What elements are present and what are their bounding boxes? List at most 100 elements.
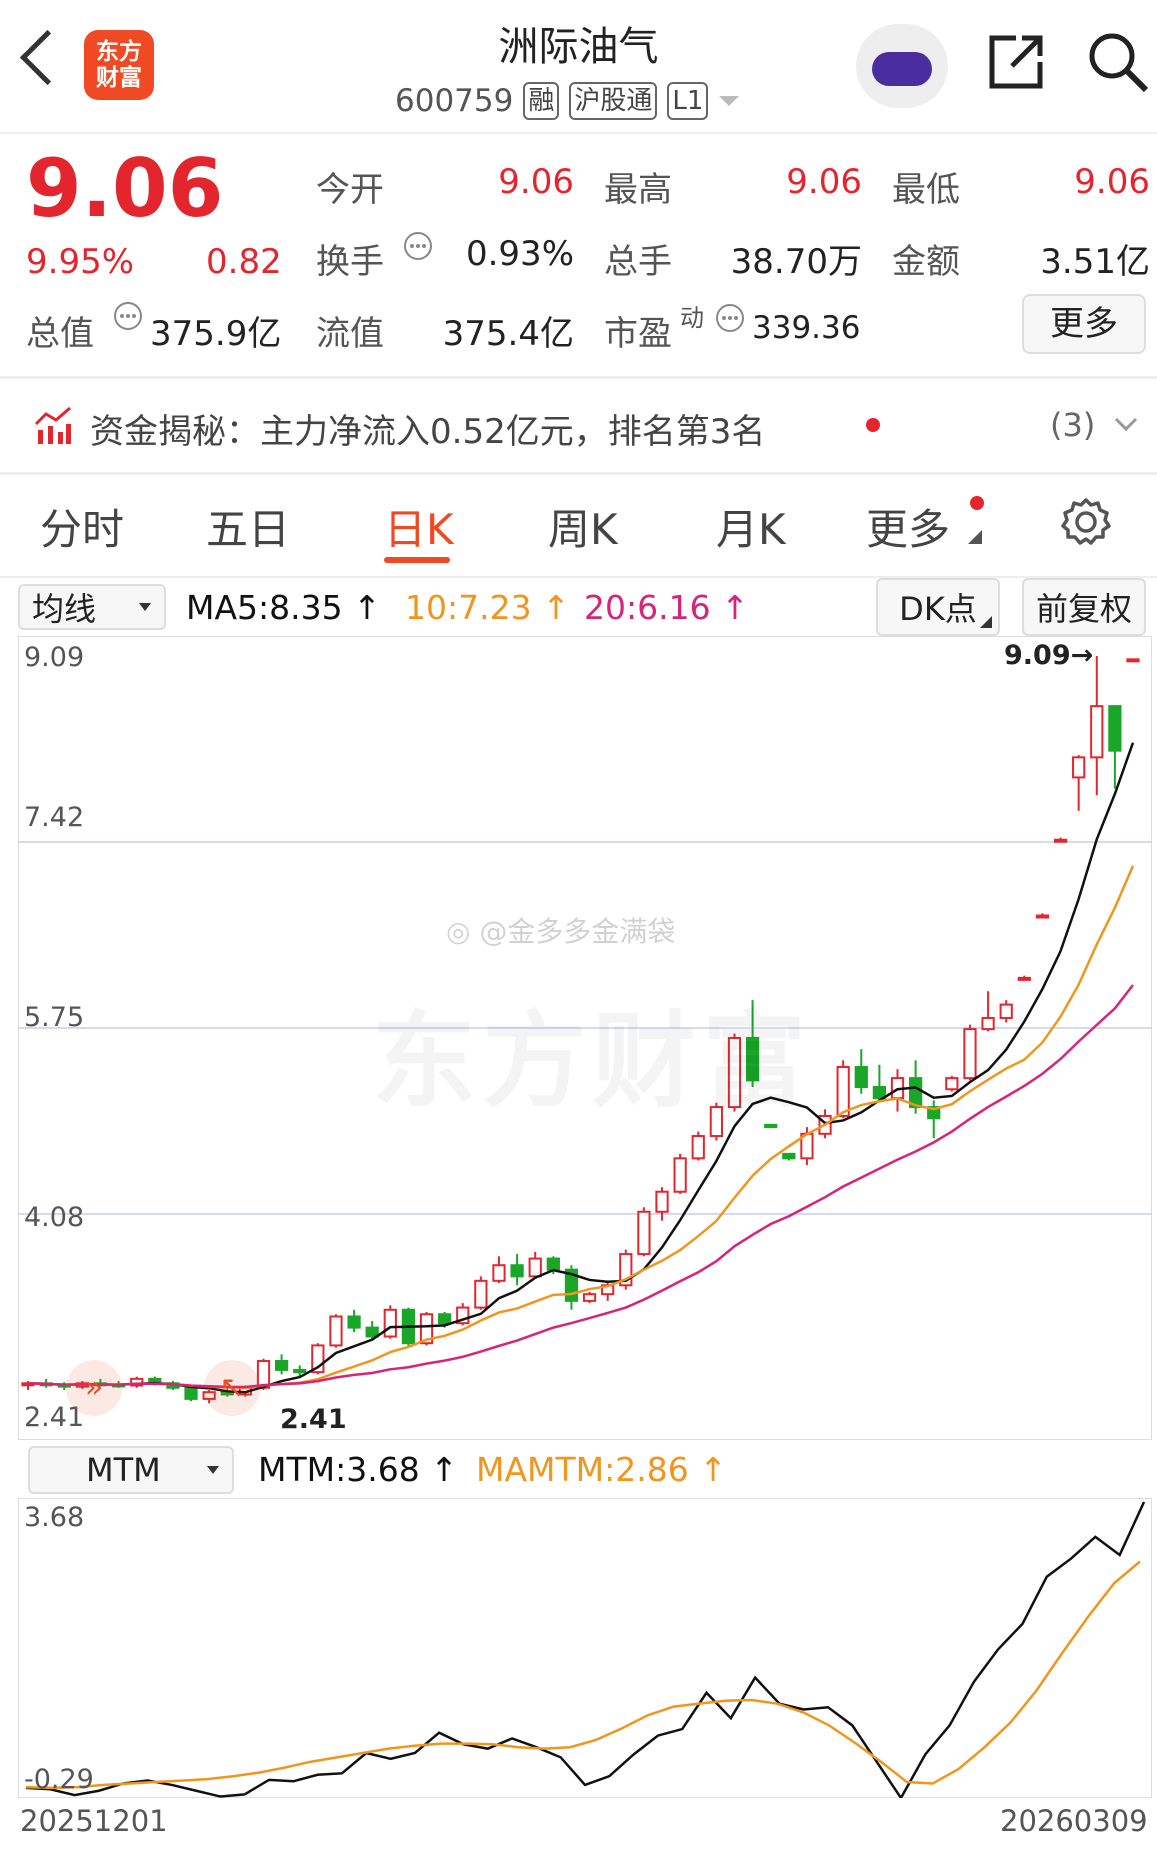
dropdown-arrow-icon[interactable] bbox=[718, 94, 740, 108]
mtm-y-bottom: -0.29 bbox=[24, 1764, 94, 1795]
tab-more-dot bbox=[970, 496, 984, 510]
tab-intraday[interactable]: 分时 bbox=[40, 505, 125, 554]
search-icon[interactable] bbox=[1086, 30, 1150, 94]
ma5-value: MA5:8.35 ↑ bbox=[186, 588, 381, 627]
candle bbox=[745, 1037, 760, 1082]
kline-chart bbox=[18, 656, 1152, 1404]
candle bbox=[383, 1308, 397, 1338]
stock-code: 600759 bbox=[395, 83, 514, 119]
logo-line-1: 东方 bbox=[96, 39, 142, 65]
low-value: 9.06 bbox=[1074, 162, 1150, 202]
dk-point-button[interactable]: DK点 bbox=[876, 578, 1000, 636]
low-label: 最低 bbox=[892, 170, 960, 210]
candle bbox=[274, 1360, 289, 1371]
indicator-arrow-icon bbox=[207, 1466, 219, 1474]
tab-daily-k[interactable]: 日K bbox=[384, 505, 454, 554]
mtm-chart bbox=[25, 1501, 1146, 1798]
mtm-chart-frame[interactable] bbox=[18, 1498, 1152, 1798]
candle bbox=[999, 1003, 1013, 1019]
signal-arrow-icon[interactable]: ↖ bbox=[204, 1360, 260, 1416]
turnover-info-icon[interactable] bbox=[402, 230, 434, 262]
candle bbox=[691, 1135, 705, 1160]
candle bbox=[293, 1368, 307, 1374]
amount-label: 金额 bbox=[892, 242, 960, 282]
adjust-button[interactable]: 前复权 bbox=[1022, 578, 1146, 636]
share-icon[interactable] bbox=[986, 32, 1046, 92]
tag-level: L1 bbox=[667, 82, 709, 120]
settings-gear-icon[interactable] bbox=[1060, 496, 1112, 548]
high-value: 9.06 bbox=[786, 162, 862, 202]
mtm-value: MTM:3.68 ↑ bbox=[258, 1450, 458, 1489]
pe-info-icon[interactable] bbox=[714, 302, 746, 334]
date-start: 20251201 bbox=[20, 1804, 168, 1838]
dk-point-label: DK点 bbox=[899, 590, 977, 628]
turnover-label: 换手 bbox=[316, 242, 384, 282]
candle bbox=[438, 1313, 452, 1325]
high-label: 最高 bbox=[604, 170, 672, 210]
candle bbox=[963, 1028, 977, 1080]
ma20-line bbox=[27, 984, 1134, 1389]
candle bbox=[1053, 838, 1068, 843]
mtm-line bbox=[25, 1501, 1146, 1798]
ma-select[interactable]: 均线 bbox=[18, 584, 166, 630]
candle bbox=[582, 1293, 597, 1302]
candle bbox=[311, 1344, 325, 1374]
candle bbox=[727, 1037, 742, 1109]
change-pct: 9.95% bbox=[26, 242, 135, 282]
banner-divider bbox=[0, 472, 1157, 475]
weibo-watermark: ◎ @金多多金满袋 bbox=[446, 910, 675, 950]
indicator-select-label: MTM bbox=[86, 1451, 161, 1489]
pe-superscript: 动 bbox=[680, 304, 704, 332]
tab-weekly-k[interactable]: 周K bbox=[548, 505, 618, 554]
ma20-value: 20:6.16 ↑ bbox=[584, 588, 749, 627]
tab-five-day[interactable]: 五日 bbox=[206, 505, 291, 554]
candle bbox=[836, 1065, 850, 1117]
tab-monthly-k[interactable]: 月K bbox=[716, 505, 786, 554]
select-arrow-icon bbox=[139, 603, 151, 611]
pe-value: 339.36 bbox=[752, 310, 861, 346]
fund-banner-count: (3) bbox=[1050, 406, 1096, 444]
y-label-bottom: 2.41 bbox=[24, 1402, 85, 1433]
quote-divider bbox=[0, 376, 1157, 379]
float-value: 375.4亿 bbox=[442, 314, 574, 354]
candle bbox=[655, 1190, 669, 1213]
dk-corner-icon bbox=[980, 616, 992, 628]
y-label-3: 5.75 bbox=[24, 1002, 85, 1033]
info-icon[interactable] bbox=[112, 300, 144, 332]
assistant-robot-icon[interactable] bbox=[856, 24, 948, 108]
open-label: 今开 bbox=[316, 170, 384, 210]
total-value: 375.9亿 bbox=[150, 314, 282, 354]
tag-connect: 沪股通 bbox=[569, 82, 658, 120]
candle bbox=[782, 1152, 796, 1160]
candle bbox=[909, 1077, 923, 1109]
fund-banner-text: 资金揭秘：主力净流入0.52亿元，排名第3名 bbox=[90, 412, 766, 452]
candle bbox=[564, 1268, 579, 1302]
y-label-2: 7.42 bbox=[24, 802, 85, 833]
candle bbox=[419, 1313, 434, 1345]
more-quote-button[interactable]: 更多 bbox=[1022, 294, 1146, 354]
candle bbox=[510, 1264, 524, 1278]
ma20-text: 20:6.16 bbox=[584, 588, 711, 627]
logo-line-2: 财富 bbox=[96, 65, 142, 91]
candle bbox=[981, 1016, 995, 1031]
indicator-select[interactable]: MTM bbox=[28, 1446, 234, 1494]
candle bbox=[474, 1279, 488, 1309]
app-logo: 东方 财富 bbox=[84, 30, 154, 100]
weibo-watermark-text: @金多多金满袋 bbox=[479, 915, 676, 948]
candle bbox=[347, 1315, 361, 1329]
fund-banner[interactable]: 资金揭秘：主力净流入0.52亿元，排名第3名 (3) bbox=[0, 380, 1157, 472]
candle bbox=[492, 1264, 506, 1282]
signal-double-chevron-icon[interactable]: » bbox=[66, 1360, 122, 1416]
turnover-value: 0.93% bbox=[465, 234, 574, 274]
candle bbox=[1090, 705, 1104, 759]
ma10-text: 10:7.23 bbox=[405, 588, 532, 627]
stock-code-row: 600759 融 沪股通 L1 bbox=[395, 82, 740, 120]
fund-chart-icon bbox=[34, 406, 71, 444]
candle bbox=[619, 1253, 633, 1287]
kline-chart-frame[interactable] bbox=[18, 636, 1152, 1440]
candle bbox=[927, 1106, 941, 1120]
tab-more[interactable]: 更多 bbox=[866, 505, 951, 554]
low-marker: 2.41 bbox=[280, 1404, 347, 1435]
candle bbox=[637, 1210, 651, 1256]
